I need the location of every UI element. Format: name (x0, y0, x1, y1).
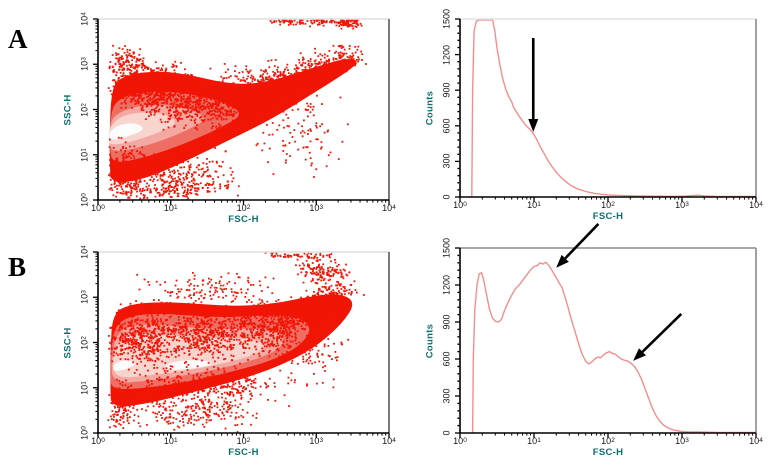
x-tick-label: 100 (91, 436, 105, 446)
x-tick-label: 102 (236, 203, 251, 213)
y-axis-label: Counts (424, 323, 436, 358)
x-tick-label: 101 (527, 436, 541, 446)
x-tick-label: 102 (601, 436, 615, 446)
x-axis-label: FSC-H (228, 447, 259, 458)
x-axis-label: FSC-H (592, 447, 624, 458)
x-tick-label: 102 (236, 436, 251, 446)
x-tick-label: 101 (163, 436, 178, 446)
x-tick-label: 103 (675, 200, 689, 210)
x-tick-label: 103 (309, 203, 324, 213)
x-tick-label: 101 (163, 203, 178, 213)
plot-hist-a (455, 18, 757, 202)
y-axis-label: Counts (424, 90, 436, 126)
x-tick-label: 104 (749, 200, 763, 210)
x-tick-label: 104 (749, 436, 763, 446)
x-axis-label: FSC-H (592, 211, 624, 222)
x-tick-label: 101 (527, 200, 541, 210)
x-tick-label: 103 (309, 436, 324, 446)
panel-a-label: A (8, 24, 28, 54)
x-tick-label: 102 (601, 200, 615, 210)
x-tick-label: 103 (675, 436, 689, 446)
x-tick-label: 104 (382, 203, 396, 213)
plot-scatter-b (93, 251, 390, 438)
x-axis-label: FSC-H (228, 214, 259, 225)
x-tick-label: 100 (91, 203, 105, 213)
y-axis-label: SSC-H (62, 326, 74, 359)
y-axis-label: SSC-H (62, 93, 74, 126)
x-tick-label: 100 (453, 436, 467, 446)
plot-scatter-a (93, 18, 390, 205)
x-tick-label: 100 (453, 200, 467, 210)
x-tick-label: 104 (382, 436, 396, 446)
panel-b-label: B (8, 252, 27, 282)
plot-hist-b (455, 247, 757, 438)
